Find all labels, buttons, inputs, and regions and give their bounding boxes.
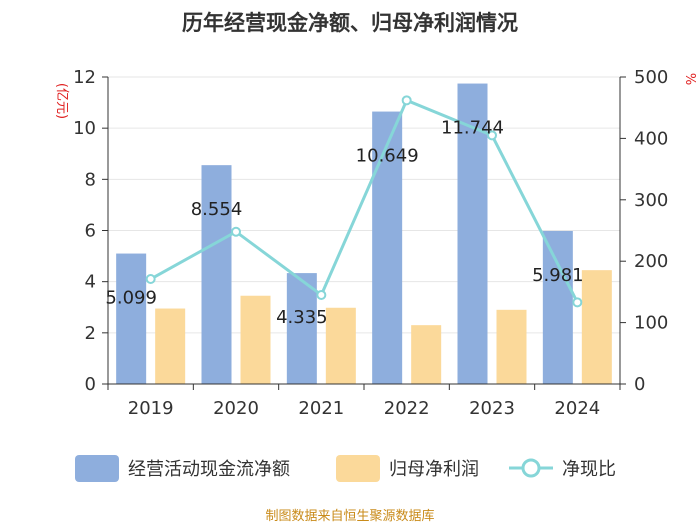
bar-data-label: 8.554 <box>191 199 243 220</box>
bar-data-label: 11.744 <box>441 118 504 139</box>
bar-operating-cash-flow <box>542 230 573 384</box>
x-tick-label: 2024 <box>554 398 600 419</box>
legend-item-operating-cash-flow[interactable]: 经营活动现金流净额 <box>75 455 290 482</box>
legend-item-cash-ratio[interactable]: 净现比 <box>509 458 616 480</box>
right-axis-ticks: 0 100 200 300 400 500 <box>620 67 668 395</box>
bar-data-labels: 5.099 8.554 4.335 10.649 11.744 5.981 <box>105 118 583 329</box>
x-tick-label: 2019 <box>128 398 174 419</box>
ratio-line <box>149 98 579 304</box>
legend: 经营活动现金流净额 归母净利润 净现比 <box>75 455 616 482</box>
ratio-point <box>231 226 241 237</box>
bar-data-label: 4.335 <box>276 307 328 328</box>
bar-net-profit <box>325 307 356 384</box>
x-tick-label: 2020 <box>213 398 259 419</box>
right-tick-label: 0 <box>634 374 645 395</box>
bar-operating-cash-flow <box>201 165 232 384</box>
x-tick-label: 2022 <box>384 398 430 419</box>
bar-net-profit <box>155 308 186 384</box>
left-tick-label: 12 <box>73 67 96 88</box>
bar-operating-cash-flow <box>286 273 317 384</box>
left-tick-label: 8 <box>85 169 96 190</box>
left-axis-unit: (亿元) <box>54 83 69 119</box>
ratio-line-series <box>145 95 583 308</box>
x-tick-label: 2021 <box>298 398 344 419</box>
legend-marker-cash-ratio <box>521 458 541 478</box>
left-tick-label: 2 <box>85 323 96 344</box>
bar-data-label: 5.099 <box>105 288 157 309</box>
left-tick-label: 0 <box>85 374 96 395</box>
bar-net-profit <box>496 309 527 384</box>
bar-data-label: 10.649 <box>356 146 419 167</box>
legend-swatch-operating-cash-flow <box>75 455 119 482</box>
bar-net-profit <box>240 295 271 384</box>
legend-label-operating-cash-flow: 经营活动现金流净额 <box>128 459 290 480</box>
legend-swatch-net-profit <box>336 455 380 482</box>
legend-label-cash-ratio: 净现比 <box>562 459 616 480</box>
legend-item-net-profit[interactable]: 归母净利润 <box>336 455 479 482</box>
right-axis-unit: % <box>682 73 697 85</box>
right-tick-label: 400 <box>634 128 668 149</box>
gridlines <box>108 76 620 334</box>
right-tick-label: 100 <box>634 313 668 334</box>
bar-net-profit <box>581 270 612 384</box>
left-tick-label: 4 <box>85 272 96 293</box>
ratio-point <box>401 95 412 106</box>
bar-data-label: 5.981 <box>532 265 584 286</box>
x-axis-ticks: 2019 2020 2021 2022 2023 2024 <box>107 384 621 419</box>
right-tick-label: 500 <box>634 67 668 88</box>
bar-series <box>116 83 612 385</box>
right-tick-label: 200 <box>634 251 668 272</box>
legend-label-net-profit: 归母净利润 <box>389 459 479 480</box>
bar-net-profit <box>411 325 442 384</box>
bar-operating-cash-flow <box>457 83 488 385</box>
right-tick-label: 300 <box>634 190 668 211</box>
x-tick-label: 2023 <box>469 398 515 419</box>
source-note: 制图数据来自恒生聚源数据库 <box>265 508 434 524</box>
left-tick-label: 6 <box>85 221 96 242</box>
chart-title: 历年经营现金净额、归母净利润情况 <box>182 11 518 35</box>
bar-operating-cash-flow <box>116 253 147 384</box>
ratio-point <box>316 289 327 300</box>
ratio-point <box>487 130 497 141</box>
left-tick-label: 10 <box>73 118 96 139</box>
bar-operating-cash-flow <box>372 111 403 384</box>
ratio-point <box>572 297 583 308</box>
left-axis-ticks: 0 2 4 6 8 10 12 <box>73 67 108 395</box>
ratio-point <box>145 274 156 285</box>
